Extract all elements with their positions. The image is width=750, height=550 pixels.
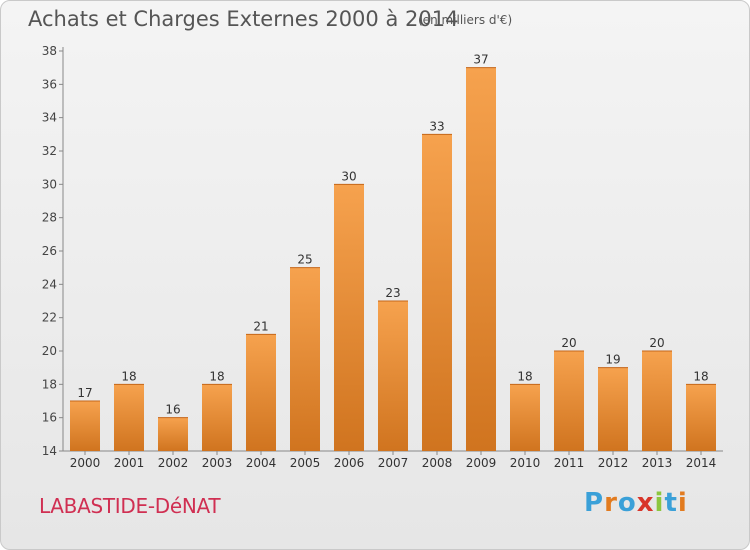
logo-letter: i bbox=[654, 488, 665, 518]
x-tick-label: 2002 bbox=[158, 456, 189, 470]
x-tick-label: 2003 bbox=[202, 456, 233, 470]
x-tick-label: 2006 bbox=[334, 456, 365, 470]
bar-2009 bbox=[466, 67, 496, 452]
bar-2008 bbox=[422, 134, 452, 452]
bar-2006 bbox=[334, 184, 364, 452]
y-tick-label: 30 bbox=[42, 177, 57, 191]
bar-2003 bbox=[202, 384, 232, 451]
bar-value-label: 20 bbox=[649, 336, 664, 350]
bar-2001 bbox=[114, 384, 144, 451]
y-tick-label: 24 bbox=[42, 277, 57, 291]
bar-2013 bbox=[642, 351, 672, 451]
chart-unit: (en milliers d'€) bbox=[418, 13, 513, 27]
x-tick-label: 2009 bbox=[466, 456, 497, 470]
logo-letter: x bbox=[636, 488, 655, 518]
bar-value-label: 30 bbox=[341, 169, 356, 183]
bar-2012 bbox=[598, 367, 628, 451]
bar-2014 bbox=[686, 384, 716, 451]
bar-value-label: 18 bbox=[693, 369, 708, 383]
y-tick-label: 18 bbox=[42, 377, 57, 391]
y-tick-label: 26 bbox=[42, 244, 57, 258]
logo-letter: t bbox=[664, 488, 678, 518]
bar-2000 bbox=[70, 401, 100, 451]
bar-value-label: 23 bbox=[385, 286, 400, 300]
logo-letter: i bbox=[677, 488, 688, 518]
bar-value-label: 20 bbox=[561, 336, 576, 350]
y-tick-label: 32 bbox=[42, 144, 57, 158]
bar-value-label: 16 bbox=[165, 403, 180, 417]
bar-value-label: 25 bbox=[297, 253, 312, 267]
commune-name: LABASTIDE-DéNAT bbox=[39, 494, 221, 518]
bar-value-label: 18 bbox=[121, 369, 136, 383]
bar-value-label: 17 bbox=[77, 386, 92, 400]
x-tick-label: 2013 bbox=[642, 456, 673, 470]
y-tick-label: 34 bbox=[42, 111, 57, 125]
x-tick-label: 2007 bbox=[378, 456, 409, 470]
bars: 17 18 16 18 21 25 30 23 33 37 18 20 19 20 18 bbox=[70, 53, 716, 452]
x-tick-label: 2011 bbox=[554, 456, 585, 470]
y-tick-label: 28 bbox=[42, 211, 57, 225]
bar-value-label: 18 bbox=[209, 369, 224, 383]
y-tick-label: 22 bbox=[42, 311, 57, 325]
logo-letter: P bbox=[584, 488, 605, 518]
bar-2007 bbox=[378, 301, 408, 451]
x-tick-label: 2008 bbox=[422, 456, 453, 470]
bar-2011 bbox=[554, 351, 584, 451]
proxiti-logo[interactable]: Proxiti bbox=[584, 488, 688, 518]
bar-value-label: 18 bbox=[517, 369, 532, 383]
y-tick-label: 16 bbox=[42, 411, 57, 425]
axes: 14 16 18 20 22 24 26 28 30 32 34 36 38 2000 2001 2002 20… bbox=[42, 44, 723, 470]
bar-2005 bbox=[290, 267, 320, 451]
bar-value-label: 19 bbox=[605, 353, 620, 367]
logo-letter: r bbox=[604, 488, 618, 518]
x-tick-label: 2010 bbox=[510, 456, 541, 470]
x-tick-label: 2012 bbox=[598, 456, 629, 470]
bar-2002 bbox=[158, 417, 188, 451]
x-tick-label: 2001 bbox=[114, 456, 145, 470]
x-tick-label: 2005 bbox=[290, 456, 321, 470]
chart-title: Achats et Charges Externes 2000 à 2014 bbox=[28, 7, 459, 31]
bar-value-label: 37 bbox=[473, 53, 488, 67]
bar-value-label: 21 bbox=[253, 319, 268, 333]
x-tick-label: 2000 bbox=[70, 456, 101, 470]
x-tick-label: 2014 bbox=[686, 456, 717, 470]
logo-letter: o bbox=[617, 488, 637, 518]
bar-value-label: 33 bbox=[429, 119, 444, 133]
bar-2004 bbox=[246, 334, 276, 451]
y-tick-label: 36 bbox=[42, 77, 57, 91]
y-tick-label: 14 bbox=[42, 444, 57, 458]
x-tick-label: 2004 bbox=[246, 456, 277, 470]
y-tick-label: 38 bbox=[42, 44, 57, 58]
bar-2010 bbox=[510, 384, 540, 451]
y-tick-label: 20 bbox=[42, 344, 57, 358]
